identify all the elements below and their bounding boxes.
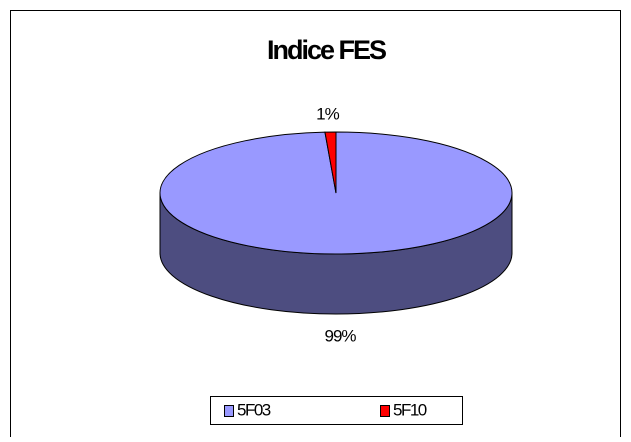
- legend-label: 5F03: [237, 400, 271, 419]
- legend-label: 5F10: [393, 400, 427, 419]
- legend-swatch: [380, 405, 390, 417]
- pie-slice: [324, 131, 337, 194]
- data-label: 1%: [316, 104, 339, 123]
- legend-box: [210, 396, 463, 425]
- legend-swatch: [224, 405, 234, 417]
- data-label: 99%: [324, 326, 356, 345]
- chart-title: Indice FES: [267, 35, 386, 65]
